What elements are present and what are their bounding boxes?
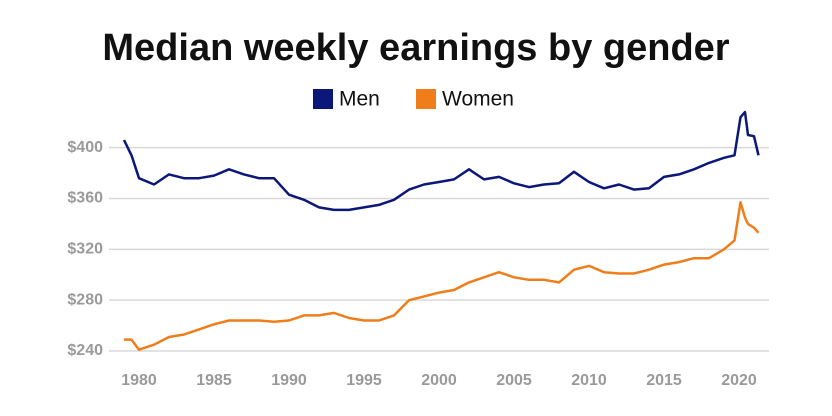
chart-title: Median weekly earnings by gender [102, 27, 729, 69]
y-tick-label: $400 [67, 139, 103, 156]
x-tick-label: 2005 [496, 372, 532, 389]
x-tick-label: 2010 [571, 372, 607, 389]
x-tick-label: 2015 [646, 372, 682, 389]
x-tick-label: 1990 [271, 372, 307, 389]
x-tick-label: 1980 [121, 372, 157, 389]
x-tick-label: 1995 [346, 372, 382, 389]
data-line [122, 110, 760, 212]
x-tick-label: 2000 [421, 372, 457, 389]
data-line [124, 201, 760, 351]
x-tick-label: 2020 [721, 372, 757, 389]
legend-label: Men [339, 88, 380, 111]
legend-swatch [313, 89, 333, 109]
y-tick-label: $360 [67, 190, 103, 207]
y-tick-label: $280 [67, 291, 103, 308]
legend-label: Women [442, 88, 514, 111]
y-tick-label: $240 [67, 342, 103, 359]
x-tick-label: 1985 [196, 372, 232, 389]
legend-swatch [416, 89, 436, 109]
y-tick-label: $320 [67, 241, 103, 258]
